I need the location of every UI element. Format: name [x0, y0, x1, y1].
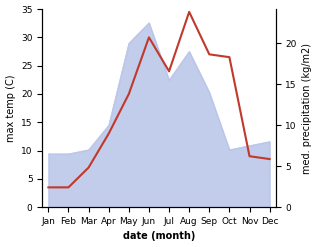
- Y-axis label: max temp (C): max temp (C): [5, 74, 16, 142]
- Y-axis label: med. precipitation (kg/m2): med. precipitation (kg/m2): [302, 43, 313, 174]
- X-axis label: date (month): date (month): [123, 231, 195, 242]
